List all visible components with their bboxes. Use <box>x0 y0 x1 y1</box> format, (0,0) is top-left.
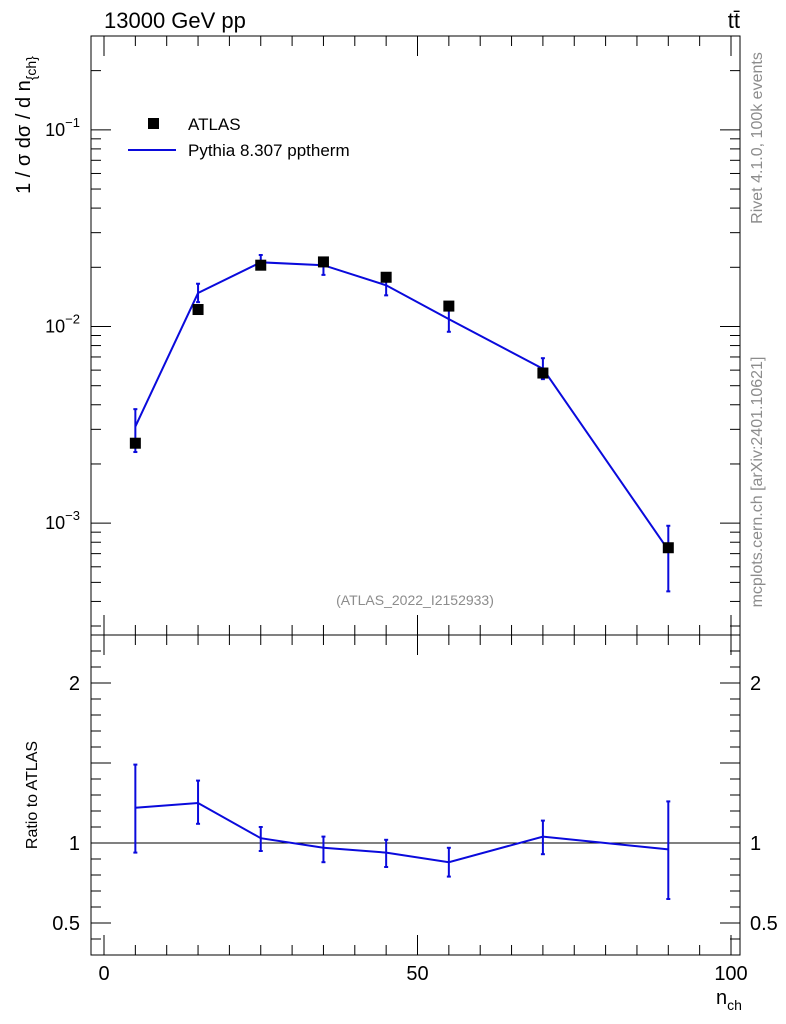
x-axis-label-sub: ch <box>727 997 742 1013</box>
energy-label: 13000 GeV pp <box>104 8 246 33</box>
main-x-ticks <box>103 36 732 635</box>
ratio-mc-errors <box>133 763 671 900</box>
atlas-data-point <box>537 367 549 379</box>
ratio-y-tick-label-right: 1 <box>750 833 761 855</box>
atlas-data-point <box>129 437 141 449</box>
main-y-label-base: 1 / σ dσ / d n <box>13 80 35 194</box>
ratio-y-ticks: 0.5 0.5 1 1 2 2 <box>52 650 778 940</box>
main-y-label: 1 / σ dσ / d n{ch} <box>13 56 39 194</box>
atlas-data-point <box>380 271 392 283</box>
ratio-y-tick-label-right: 2 <box>750 673 761 695</box>
main-mc-line <box>134 261 670 551</box>
main-y-tick-label-exp: −2 <box>65 312 80 327</box>
atlas-data-point <box>443 300 455 312</box>
main-y-tick-label-base: 10 <box>45 120 65 140</box>
ratio-y-tick-label-right: 0.5 <box>750 913 778 935</box>
x-axis-label: nch <box>716 987 742 1013</box>
mcplots-label: mcplots.cern.ch [arXiv:2401.10621] <box>749 357 766 608</box>
ratio-series-line <box>135 801 669 864</box>
main-y-tick-label: 10−2 <box>45 312 80 337</box>
ratio-panel: 0.5 0.5 1 1 2 2 0 50 100 Ratio to ATLAS nch <box>24 634 778 1013</box>
main-y-tick-label-exp: −3 <box>65 508 80 523</box>
legend: ATLAS Pythia 8.307 pptherm <box>128 115 350 160</box>
main-y-tick-label-base: 10 <box>45 317 65 337</box>
ratio-y-label: Ratio to ATLAS <box>24 741 41 849</box>
main-y-tick-label-base: 10 <box>45 513 65 533</box>
analysis-label: (ATLAS_2022_I2152933) <box>336 592 494 608</box>
x-tick-label: 50 <box>406 963 428 985</box>
ratio-mc-line <box>135 801 669 864</box>
x-tick-label: 100 <box>714 963 747 985</box>
atlas-data-point <box>192 304 204 316</box>
main-y-tick-label: 10−3 <box>45 508 80 533</box>
ratio-y-tick-label-left: 0.5 <box>52 913 80 935</box>
x-tick-label: 0 <box>98 963 109 985</box>
x-axis-label-base: n <box>716 987 727 1009</box>
mc-series-line <box>134 261 670 551</box>
rivet-label: Rivet 4.1.0, 100k events <box>749 52 766 224</box>
main-y-tick-label: 10−1 <box>45 115 80 140</box>
legend-label-atlas: ATLAS <box>188 115 241 134</box>
legend-label-mc: Pythia 8.307 pptherm <box>188 141 350 160</box>
main-y-ticks: 10−110−210−3 <box>45 70 740 627</box>
atlas-data-point <box>317 256 329 268</box>
ratio-y-tick-label-left: 2 <box>69 673 80 695</box>
legend-marker-atlas <box>148 118 159 129</box>
atlas-data-point <box>255 259 267 271</box>
main-data-points <box>129 256 674 554</box>
main-panel: 10−110−210−3 1 / σ dσ / d n{ch} (ATLAS_2… <box>13 35 741 636</box>
ratio-plot-frame <box>90 634 741 956</box>
ratio-x-ticks: 0 50 100 <box>98 635 748 985</box>
main-y-tick-label-exp: −1 <box>65 115 80 130</box>
process-label: tt̄ <box>728 8 740 33</box>
main-y-label-sub: {ch} <box>23 56 39 80</box>
atlas-data-point <box>662 542 674 554</box>
ratio-y-tick-label-left: 1 <box>69 833 80 855</box>
main-mc-errors <box>133 253 671 593</box>
